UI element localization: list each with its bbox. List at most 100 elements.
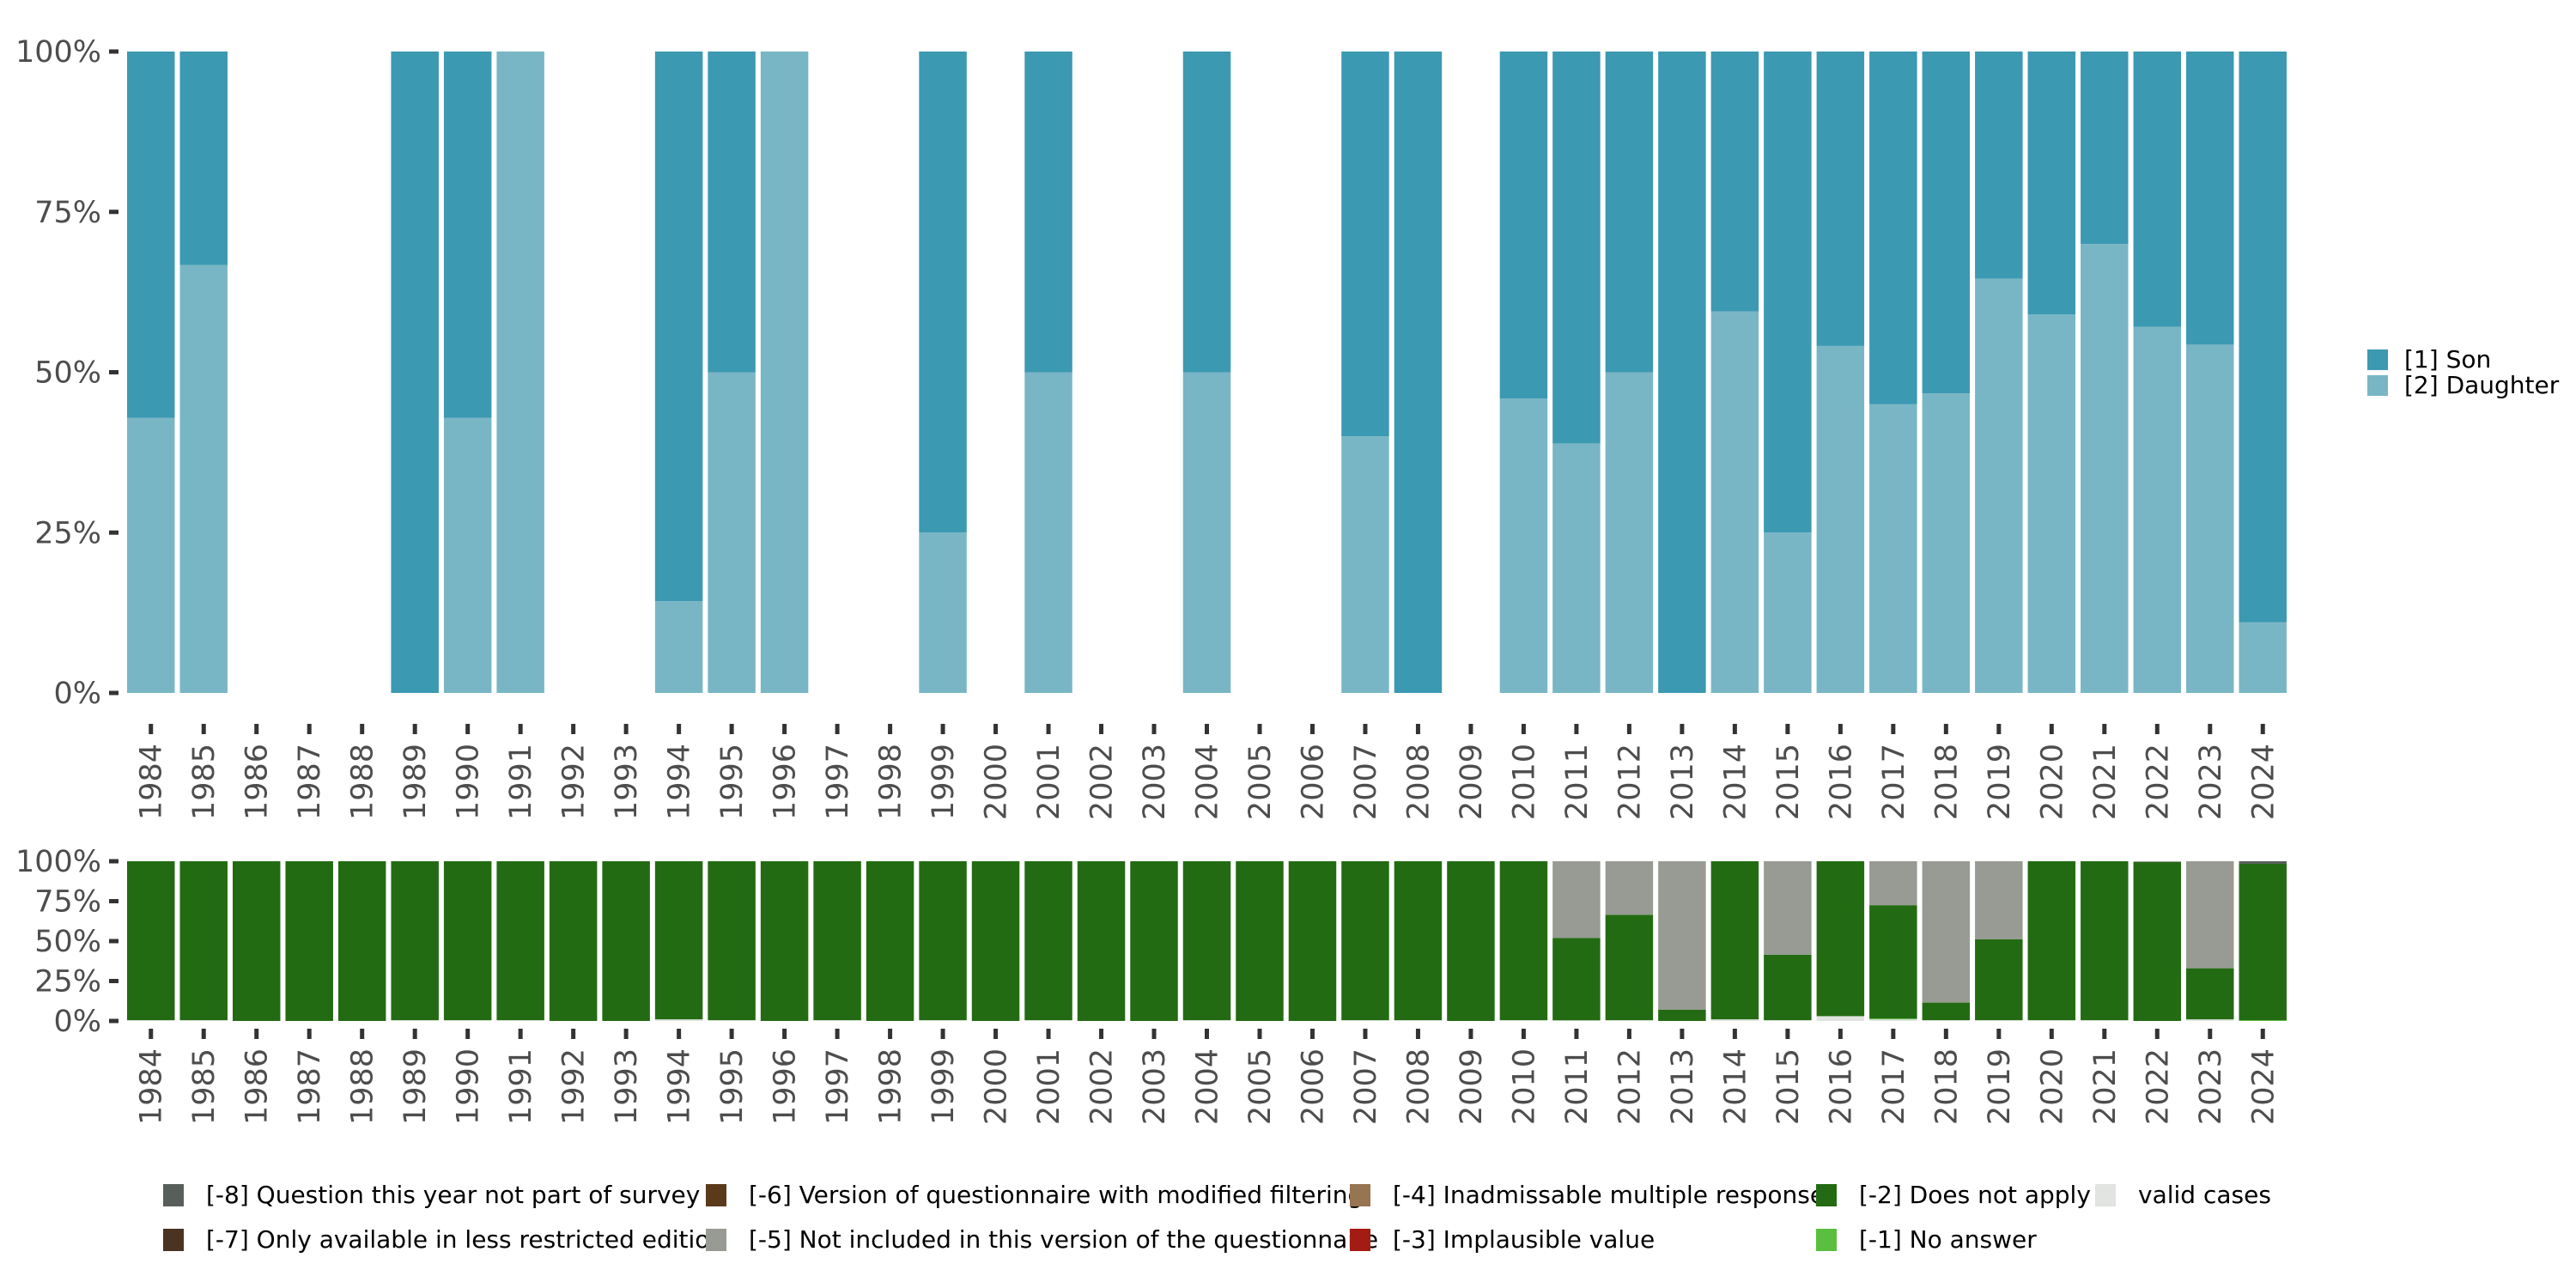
x-tick-label: 2021 [2088,744,2123,820]
bar-segment-5-not-included-in-this-version-of-the-questionnaire [1764,861,1812,955]
x-tick-label: 1988 [346,744,380,820]
bar-segment-1-son [2186,52,2234,345]
legend-swatch [2367,375,2388,396]
legend-label: [-4] Inadmissable multiple response [1393,1181,1825,1209]
y-tick-label: 100% [15,845,101,879]
x-tick-label: 1999 [927,1048,961,1125]
bar-segment-valid-cases [1182,1020,1231,1021]
x-tick-label: 2007 [1349,1048,1383,1125]
x-tick-label: 2002 [1085,1048,1120,1125]
x-tick-label: 2017 [1877,1048,1911,1125]
bar-segment-2-daughter [1182,372,1231,693]
bar-segment-2-does-not-apply [2081,861,2129,1021]
x-tick-label: 1993 [610,744,644,820]
bar-segment-valid-cases [127,1020,175,1021]
bar-segment-2-does-not-apply [1236,861,1284,1021]
y-tick-label: 25% [34,516,101,550]
bar-segment-1-son [654,52,703,602]
x-tick-label: 1991 [504,1048,538,1125]
bar-segment-1-son [1552,52,1601,444]
bar-segment-2-does-not-apply [391,861,439,1021]
bar-segment-2-does-not-apply [127,861,175,1021]
legend-swatch [1350,1229,1370,1251]
bar-segment-2-does-not-apply [2027,861,2076,1021]
bar-segment-2-does-not-apply [971,861,1020,1021]
x-tick-label: 1998 [874,744,908,820]
x-tick-label: 1998 [874,1048,908,1125]
bar-segment-5-not-included-in-this-version-of-the-questionnaire [2186,861,2234,969]
bar-segment-1-son [127,52,175,418]
x-tick-label: 2020 [2035,744,2069,820]
bar-segment-2-does-not-apply [813,861,861,1021]
bar-segment-valid-cases [1764,1020,1812,1021]
legend-label: [-1] No answer [1859,1225,2037,1254]
x-tick-label: 2021 [2088,1048,2123,1125]
bar-segment-2-daughter [2027,314,2076,693]
bar-segment-1-son [1182,52,1231,373]
bar-segment-valid-cases [1975,1020,2023,1021]
bar-segment-valid-cases [443,1020,492,1021]
bar-segment-2-does-not-apply [496,861,544,1021]
x-tick-label: 1987 [293,1048,327,1125]
bar-segment-2-daughter [919,532,967,693]
bar-segment-2-does-not-apply [285,861,333,1021]
x-tick-label: 2023 [2194,744,2228,820]
bar-segment-1-son [708,52,756,373]
x-tick-label: 1993 [610,1048,644,1125]
x-tick-label: 2008 [1401,1048,1436,1125]
bar-segment-1-son [1764,52,1812,533]
bar-segment-valid-cases [813,1020,861,1021]
bar-segment-2-does-not-apply [1552,938,1601,1021]
bar-segment-2-daughter [1499,398,1548,693]
x-tick-label: 2019 [1983,1048,2017,1125]
bar-segment-valid-cases [2186,1019,2234,1021]
bar-segment-1-no-answer [2239,1020,2287,1021]
x-tick-label: 1991 [504,744,538,820]
x-tick-label: 1997 [821,1048,855,1125]
x-tick-label: 2014 [1718,744,1753,820]
x-tick-label: 2019 [1983,744,2017,820]
bar-segment-2-does-not-apply [2186,968,2234,1020]
bar-segment-2-does-not-apply [2133,861,2182,1021]
bar-segment-valid-cases [2027,1020,2076,1021]
x-tick-label: 2008 [1401,744,1436,820]
bar-segment-5-not-included-in-this-version-of-the-questionnaire [1869,861,1917,906]
x-tick-label: 2005 [1243,1048,1278,1125]
x-tick-label: 2007 [1349,744,1383,820]
y-tick-label: 0% [53,1005,101,1039]
bottom-chart: 0% 25% 50% 75% 100% 1984 1985 1986 1987 1988 1989 1… [15,845,2287,1125]
x-tick-label: 2000 [980,1048,1014,1125]
bar-segment-valid-cases [654,1019,703,1021]
legend-label: [1] Son [2404,345,2491,374]
x-tick-label: 1996 [769,744,803,820]
bar-segment-2-does-not-apply [1341,861,1389,1021]
legend-swatch [1816,1184,1837,1206]
x-tick-label: 2005 [1243,744,1278,820]
bar-segment-2-daughter [1975,278,2023,693]
x-tick-label: 1984 [135,744,169,820]
bar-segment-2-does-not-apply [1922,1002,1971,1021]
bar-segment-1-no-answer [1869,1018,1917,1020]
y-tick-label: 0% [53,677,101,711]
x-tick-label: 2017 [1877,744,1911,820]
bar-segment-2-daughter [1764,532,1812,693]
bar-segment-2-does-not-apply [1024,861,1072,1021]
bar-segment-2-does-not-apply [443,861,492,1021]
bar-segment-2-does-not-apply [2239,863,2287,1021]
x-tick-label: 1992 [557,744,592,820]
x-tick-label: 1988 [346,1048,380,1125]
bar-segment-2-does-not-apply [602,861,650,1021]
x-tick-label: 2015 [1771,744,1806,820]
x-tick-label: 2018 [1929,744,1964,820]
y-tick-label: 50% [34,356,101,391]
bar-segment-valid-cases [1024,1020,1072,1021]
bar-segment-2-does-not-apply [708,861,756,1021]
bar-segment-valid-cases [708,1020,756,1021]
bar-segment-valid-cases [1710,1019,1759,1021]
bar-segment-valid-cases [1816,1016,1865,1021]
x-tick-label: 2024 [2246,744,2281,820]
bar-segment-valid-cases [1499,1020,1548,1021]
bar-segment-2-daughter [1710,311,1759,693]
bar-segment-2-daughter [496,52,544,693]
